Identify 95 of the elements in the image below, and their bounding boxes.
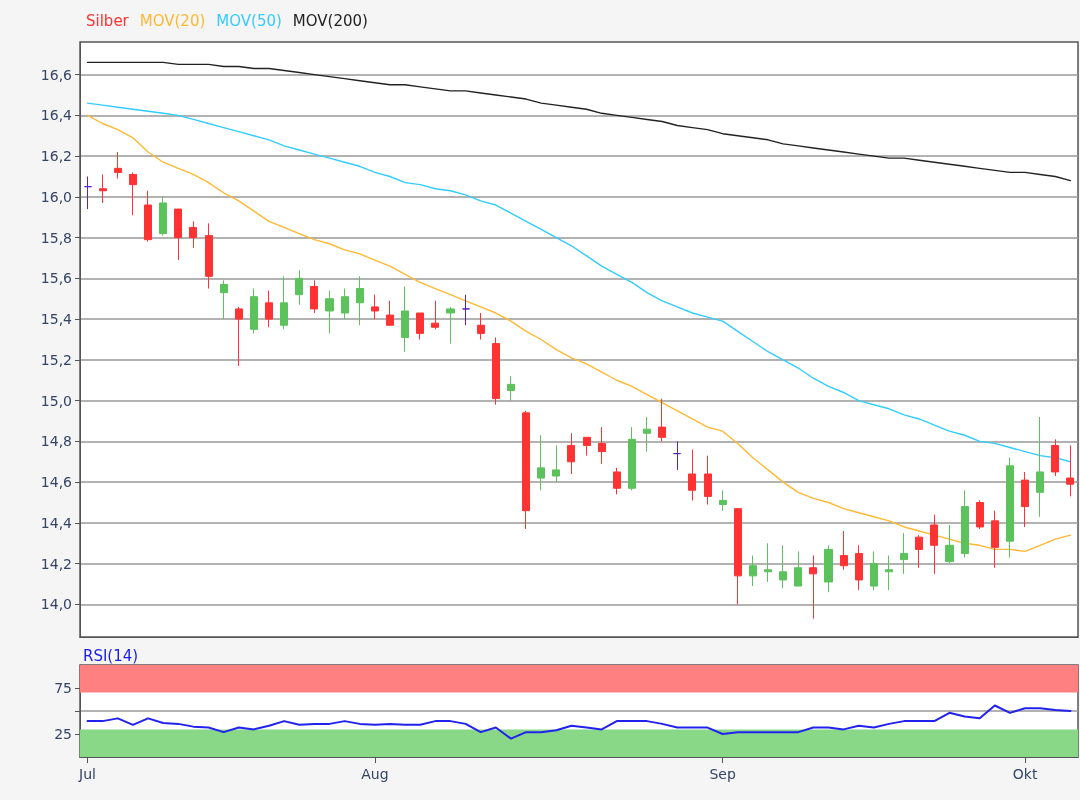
candlestick <box>809 554 817 620</box>
candlestick <box>250 288 258 334</box>
candlestick <box>840 530 848 571</box>
candlestick <box>704 455 712 506</box>
candlestick <box>1051 438 1059 477</box>
y-tick-label: 14,4 <box>40 514 73 531</box>
line-series <box>86 114 1072 553</box>
y-tick-label: 14,8 <box>40 433 72 450</box>
candlestick <box>991 510 999 569</box>
candlestick <box>325 290 334 334</box>
candlestick <box>462 294 470 326</box>
y-tick-label: 15,6 <box>40 270 73 287</box>
y-tick-label: 25 <box>54 726 72 742</box>
candlestick <box>280 275 288 330</box>
candlestick <box>794 550 802 587</box>
candlestick <box>537 434 545 491</box>
candlestick <box>129 171 137 216</box>
candlestick <box>870 550 878 591</box>
candlestick <box>900 532 908 575</box>
candlestick <box>507 375 515 402</box>
candlestick <box>356 275 364 326</box>
text: Silber <box>86 11 130 30</box>
candlestick <box>824 544 833 593</box>
candlestick <box>945 524 954 565</box>
candlestick <box>401 286 409 353</box>
candlestick <box>628 426 636 491</box>
candlestick <box>522 410 530 530</box>
y-tick-label: 16,6 <box>40 66 73 83</box>
y-tick-label: 15,0 <box>40 392 72 409</box>
y-tick-label: 75 <box>54 680 72 696</box>
candlestick <box>341 288 349 320</box>
candlestick <box>431 300 439 330</box>
y-tick-label: 16,0 <box>40 188 72 205</box>
candlestick <box>583 436 591 457</box>
candlestick <box>930 514 938 575</box>
candlestick <box>598 426 606 465</box>
y-tick-label: 14,0 <box>40 596 72 613</box>
line-series <box>86 61 1072 182</box>
candlestick <box>734 508 742 605</box>
x-tick-label: Okt <box>1012 766 1038 782</box>
candlestick <box>764 542 772 583</box>
text: MOV(50) <box>216 11 282 30</box>
candlestick <box>613 467 621 495</box>
candlestick <box>477 312 485 340</box>
candlestick <box>386 300 394 326</box>
candlestick <box>159 196 167 237</box>
candlestick <box>492 336 500 406</box>
y-tick-label: 15,4 <box>40 311 73 328</box>
chart-title: RSI(14) <box>83 646 139 665</box>
candlestick <box>643 416 651 453</box>
candlestick <box>174 208 182 261</box>
candlestick <box>1066 444 1074 497</box>
x-tick-label: Jul <box>78 766 97 782</box>
candlestick <box>855 544 863 591</box>
candlestick <box>295 269 303 306</box>
candlestick <box>235 306 243 367</box>
candlestick <box>779 544 787 589</box>
candlestick <box>371 294 379 320</box>
candlestick <box>1021 471 1029 528</box>
candlestick <box>673 440 681 471</box>
candlestick <box>205 222 213 290</box>
y-tick-label: 16,4 <box>40 107 73 124</box>
line-series <box>86 102 1072 463</box>
candlestick <box>84 175 92 210</box>
candlestick <box>144 190 152 243</box>
y-tick-label: 15,2 <box>40 351 72 368</box>
candlestick <box>220 279 228 320</box>
candlestick <box>114 151 122 180</box>
candlestick <box>446 306 455 345</box>
x-tick-label: Aug <box>361 766 389 782</box>
candlestick <box>719 489 727 512</box>
candlestick <box>658 398 666 442</box>
y-tick-label: 16,2 <box>40 148 72 165</box>
candlestick <box>265 290 273 328</box>
line-series <box>86 704 1072 740</box>
candlestick <box>915 534 923 569</box>
x-tick-label: Sep <box>709 766 736 782</box>
y-tick-label: 15,8 <box>40 229 72 246</box>
y-tick-label: 14,2 <box>40 555 72 572</box>
candlestick <box>1036 416 1044 518</box>
candlestick <box>976 499 984 530</box>
candlestick <box>1006 457 1014 559</box>
candlestick <box>749 554 757 587</box>
candlestick <box>416 312 424 340</box>
y-tick-label: 14,6 <box>40 474 73 491</box>
candlestick <box>885 554 893 591</box>
candlestick <box>310 279 318 314</box>
candlestick <box>688 449 696 501</box>
candlestick <box>567 432 575 475</box>
text: MOV(20) <box>139 11 206 30</box>
text: MOV(200) <box>292 11 368 30</box>
candlestick <box>99 173 107 204</box>
candlestick <box>552 444 560 483</box>
candlestick <box>189 220 197 249</box>
candlestick <box>961 489 969 559</box>
